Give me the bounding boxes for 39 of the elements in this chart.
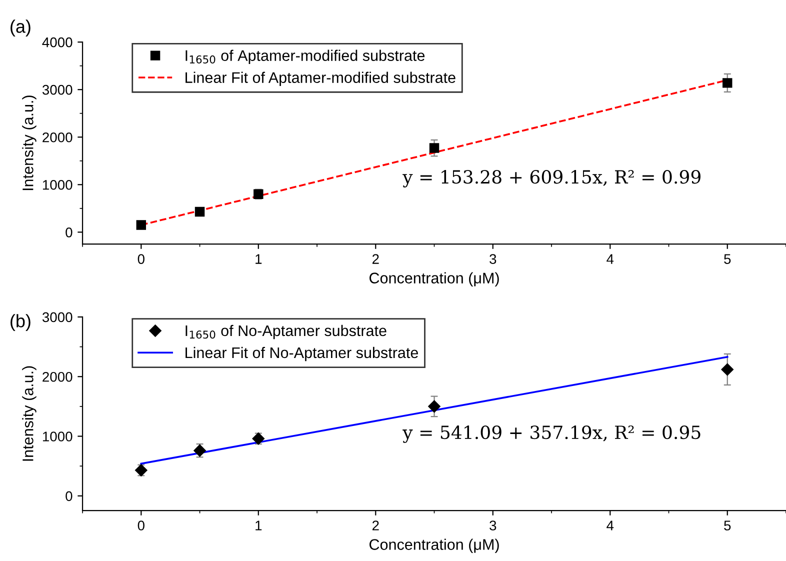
- x-tick-label: 4: [606, 254, 614, 264]
- x-tick-label: 0: [138, 254, 144, 264]
- chart-title: (b): [10, 314, 30, 331]
- x-tick-label: 1: [256, 520, 262, 530]
- annotation: y = 541.09 + 357.19x, R² = 0.95: [402, 426, 700, 443]
- x-tick-label: 3: [490, 520, 496, 530]
- point: [194, 206, 205, 217]
- legend-label: I$_{1650}$ of Aptamer-modified substrate: [186, 50, 425, 64]
- y-tick-label: 2000: [42, 132, 72, 142]
- x-tick-label: 5: [724, 254, 731, 264]
- legend-label: I$_{1650}$ of No-Aptamer substrate: [186, 324, 386, 340]
- y-tick-label: 1000: [42, 180, 72, 190]
- legend-label: Linear Fit of No-Aptamer substrate: [186, 346, 418, 362]
- y-tick-label: 0: [66, 491, 72, 502]
- y-tick-label: 3000: [42, 84, 72, 95]
- x-axis-title: Concentration (μM): [370, 272, 499, 286]
- x-axis-title: Concentration (μM): [370, 538, 499, 553]
- legend-label: Linear Fit of Aptamer-modified substrate: [186, 72, 456, 86]
- y-tick-label: 4000: [42, 37, 72, 48]
- point: [429, 143, 440, 153]
- point: [722, 78, 732, 88]
- x-tick-label: 4: [606, 520, 614, 530]
- x-tick-label: 1: [256, 254, 262, 264]
- y-tick-label: 2000: [42, 372, 72, 382]
- y-axis-title: Intensity (a.u.): [22, 366, 36, 461]
- point: [428, 400, 440, 413]
- x-tick-label: 5: [724, 520, 731, 530]
- point: [136, 220, 146, 230]
- annotation: y = 153.28 + 609.15x, R² = 0.99: [402, 170, 700, 188]
- y-tick-label: 3000: [42, 312, 72, 322]
- y-tick-label: 1000: [42, 432, 72, 442]
- y-axis-title: Intensity (a.u.): [22, 96, 36, 190]
- y-tick-label: 0: [66, 227, 72, 238]
- x-tick-label: 0: [138, 520, 144, 530]
- x-tick-label: 2: [372, 254, 379, 264]
- x-tick-label: 3: [490, 254, 496, 264]
- x-tick-label: 2: [372, 520, 379, 530]
- chart-title: (a): [10, 20, 30, 36]
- point: [721, 363, 734, 376]
